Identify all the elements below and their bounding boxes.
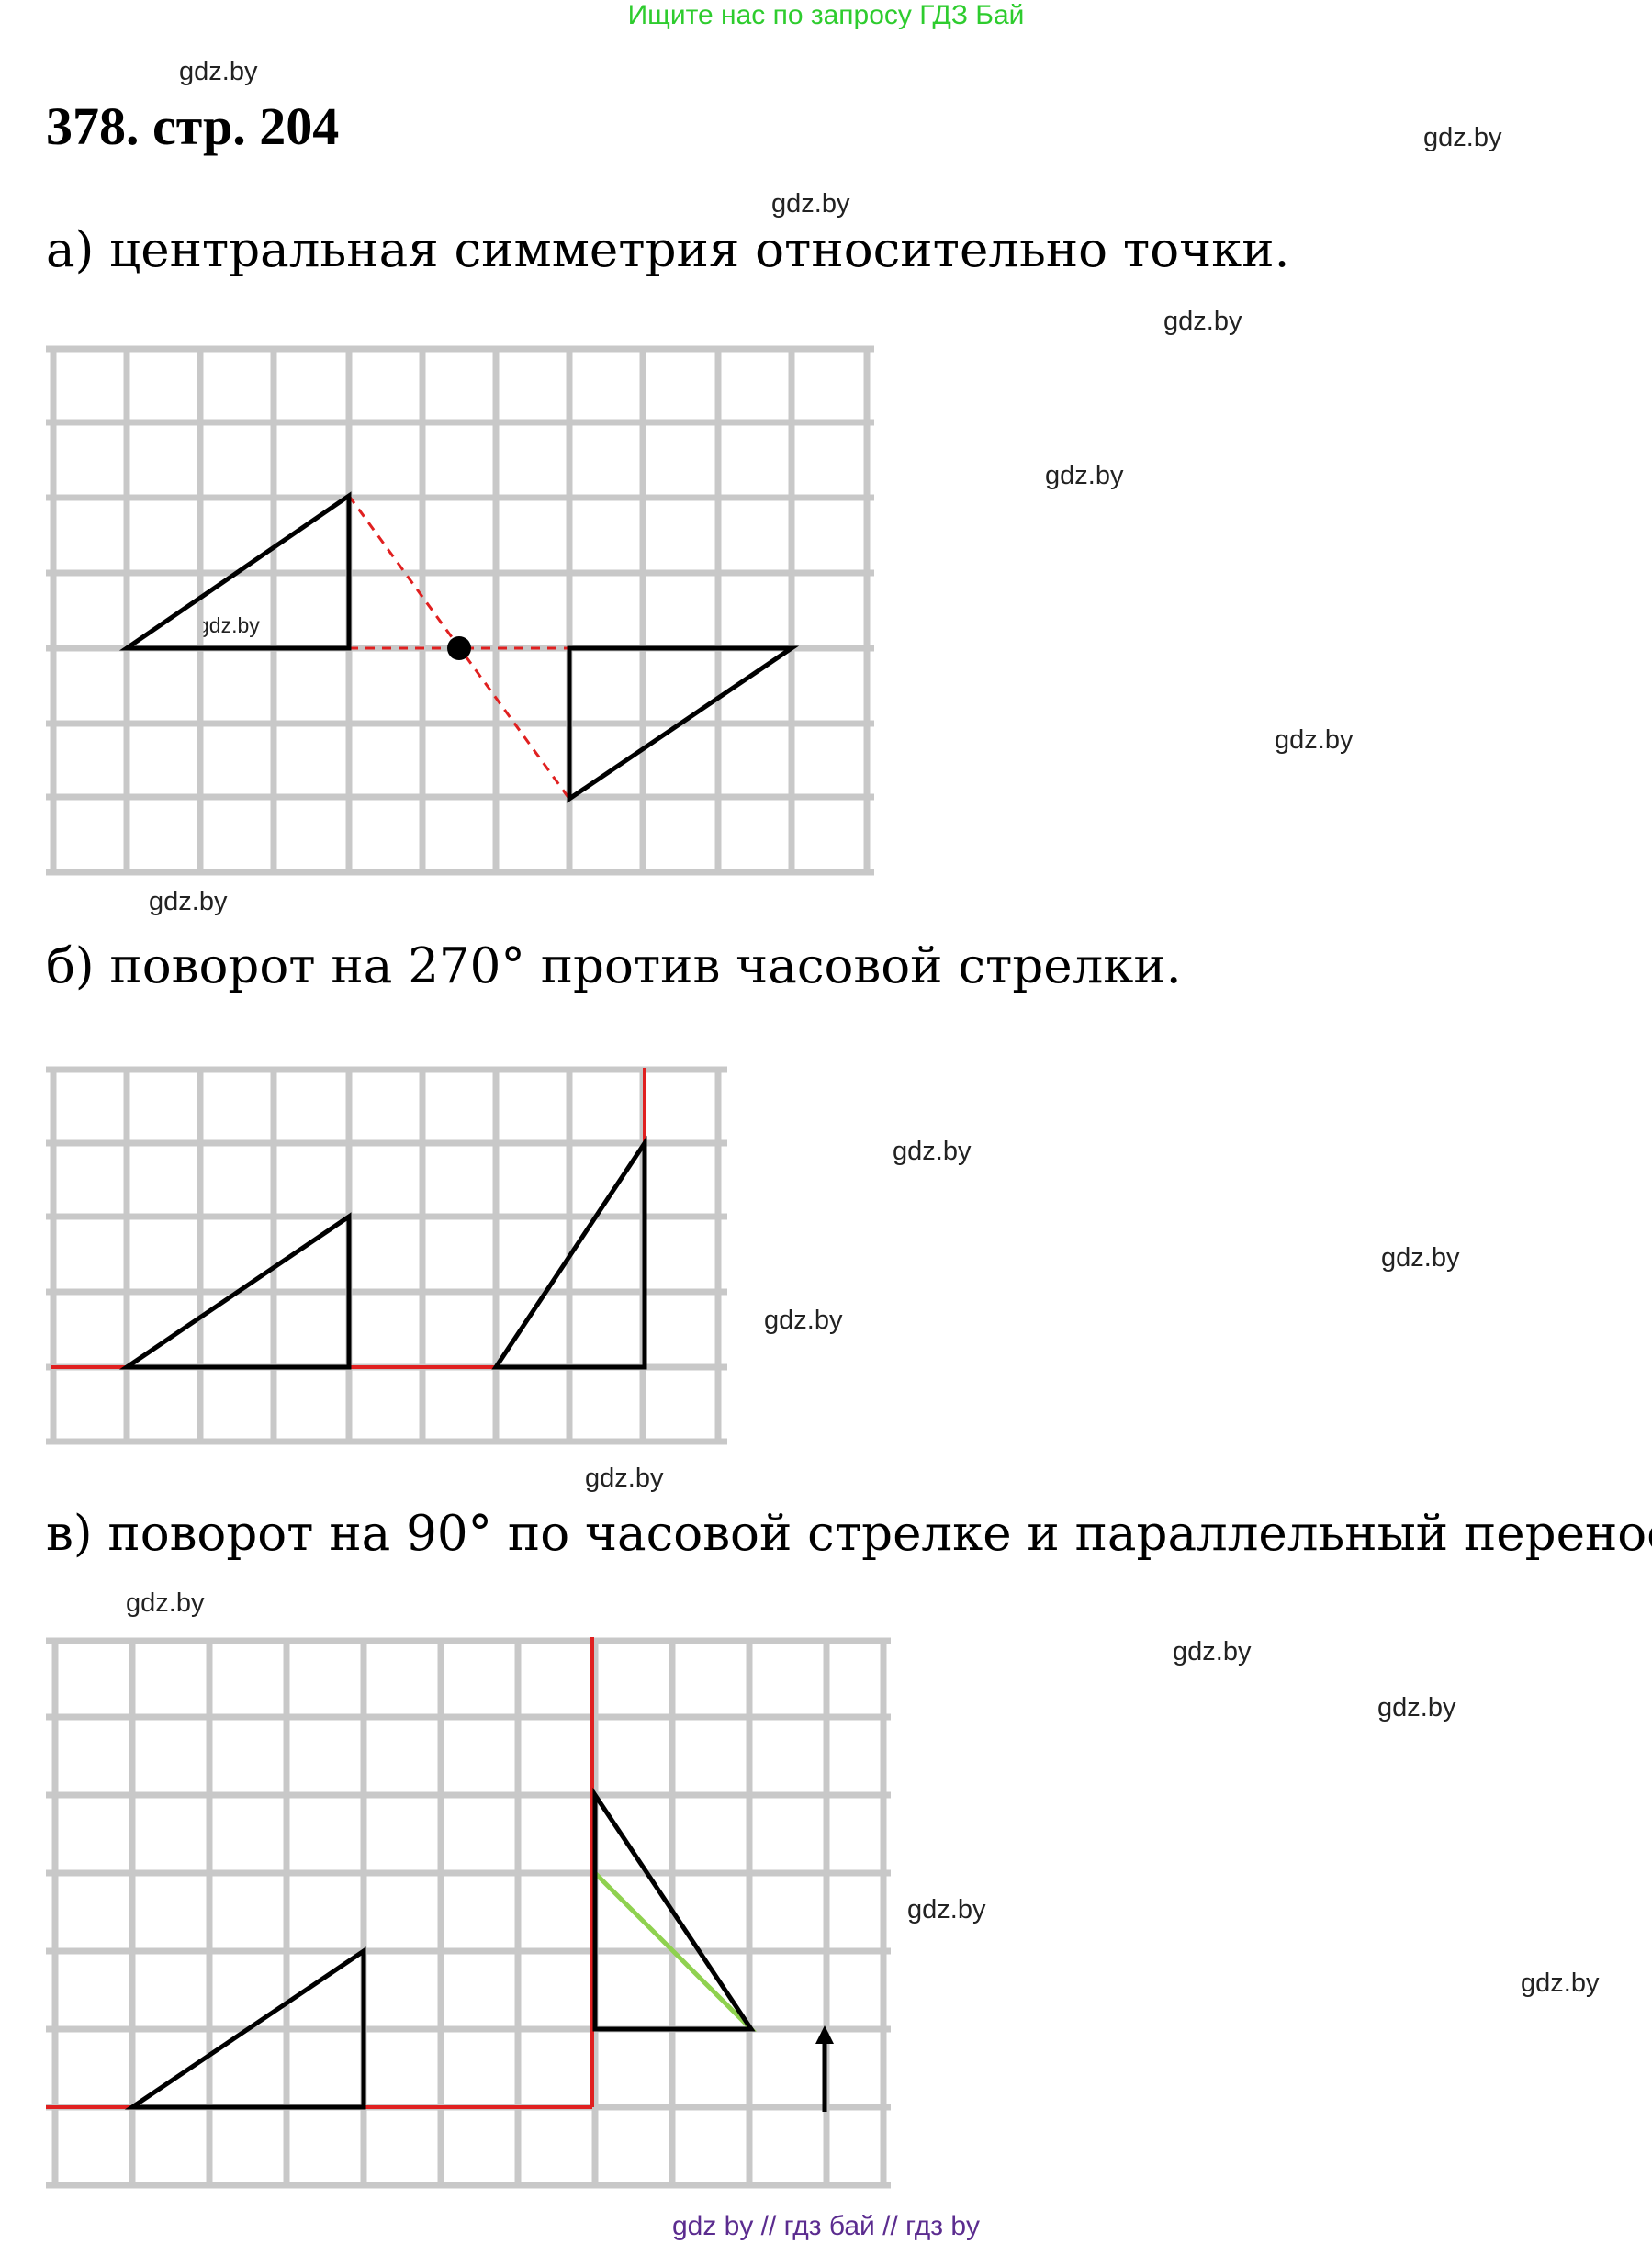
watermark: gdz.by (1275, 725, 1354, 755)
symmetric-triangle-a (567, 645, 800, 803)
watermark: gdz.by (1173, 1637, 1252, 1666)
watermark: gdz.by (179, 57, 258, 86)
watermark: gdz.by (907, 1895, 986, 1924)
watermark: gdz.by (126, 1588, 205, 1618)
footer-watermark: gdz by // гдз бай // гдз by (671, 2211, 981, 2241)
grid-b (46, 1066, 727, 1445)
figure-b (46, 1066, 727, 1445)
figure-c (46, 1637, 891, 2189)
watermark: gdz.by (1381, 1243, 1460, 1273)
task-a-label: а) центральная симметрия относительно то… (46, 222, 1290, 278)
watermark: gdz.by (197, 613, 260, 637)
translation-arrow-icon (815, 2025, 834, 2112)
translated-triangle-c (592, 1787, 756, 2032)
figure-a (46, 345, 874, 876)
rotated-triangle-b (491, 1135, 647, 1370)
top-banner: Ищите нас по запросу ГДЗ Бай (627, 0, 1025, 30)
task-c-label: в) поворот на 90° по часовой стрелке и п… (46, 1506, 1652, 1562)
grid-c (46, 1637, 891, 2189)
task-b-label: б) поворот на 270° против часовой стрелк… (46, 938, 1182, 994)
symmetry-center-point (447, 636, 471, 660)
watermark: gdz.by (1377, 1693, 1456, 1722)
original-triangle-b (118, 1212, 352, 1370)
watermark: gdz.by (149, 887, 228, 916)
page-title: 378. стр. 204 (46, 96, 340, 156)
original-triangle-c (124, 1946, 366, 2110)
watermark: gdz.by (1045, 461, 1124, 490)
watermark: gdz.by (1521, 1969, 1600, 1998)
original-triangle-a (118, 491, 352, 651)
watermark: gdz.by (1423, 123, 1502, 152)
watermark: gdz.by (585, 1464, 664, 1493)
watermark: gdz.by (1163, 307, 1242, 336)
watermark: gdz.by (771, 189, 850, 219)
grid-a (46, 345, 874, 876)
watermark: gdz.by (893, 1137, 972, 1166)
watermark: gdz.by (764, 1306, 843, 1335)
